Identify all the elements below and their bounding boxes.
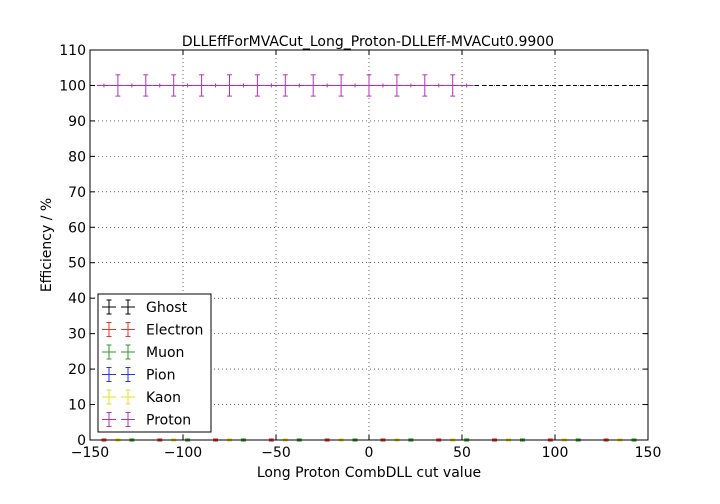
legend-label: Pion (146, 368, 175, 384)
x-tick-label: −50 (261, 445, 291, 461)
legend-item-muon: Muon (102, 344, 184, 361)
chart-title: DLLEffForMVACut_Long_Proton-DLLEff-MVACu… (182, 34, 554, 50)
proton-point (96, 83, 111, 88)
proton-point (306, 74, 321, 97)
x-tick-label: −100 (164, 445, 202, 461)
legend-label: Electron (146, 323, 203, 339)
y-tick-label: 10 (68, 398, 86, 414)
series-proton (96, 74, 474, 97)
proton-point (375, 83, 390, 88)
proton-point (292, 83, 307, 88)
proton-point (110, 74, 125, 97)
proton-point (348, 83, 363, 88)
y-tick-label: 50 (68, 256, 86, 272)
legend-item-ghost: Ghost (102, 299, 188, 316)
proton-point (445, 74, 460, 97)
proton-point (250, 74, 265, 97)
y-tick-label: 0 (77, 433, 86, 449)
y-tick-label: 60 (68, 220, 86, 236)
legend-item-pion: Pion (102, 367, 175, 384)
legend-item-electron: Electron (102, 322, 203, 339)
proton-point (194, 74, 209, 97)
proton-point (166, 74, 181, 97)
x-tick-label: 50 (453, 445, 471, 461)
y-tick-label: 100 (59, 78, 86, 94)
proton-point (138, 74, 153, 97)
y-axis-label: Efficiency / % (39, 198, 55, 292)
y-tick-label: 80 (68, 149, 86, 165)
x-axis-label: Long Proton CombDLL cut value (257, 465, 481, 481)
y-tick-label: 90 (68, 114, 86, 130)
proton-point (180, 83, 195, 88)
proton-point (222, 74, 237, 97)
y-tick-label: 70 (68, 185, 86, 201)
proton-point (431, 83, 446, 88)
proton-point (236, 83, 251, 88)
y-tick-label: 40 (68, 291, 86, 307)
proton-point (124, 83, 139, 88)
x-tick-label: −150 (71, 445, 109, 461)
proton-point (264, 83, 279, 88)
x-tick-label: 150 (635, 445, 662, 461)
proton-point (152, 83, 167, 88)
legend-label: Proton (146, 413, 191, 429)
legend-item-proton: Proton (102, 412, 191, 429)
legend: Ghost Electron Muon Pion Kaon Proton (97, 293, 212, 433)
proton-point (278, 74, 293, 97)
proton-point (320, 83, 335, 88)
proton-point (334, 74, 349, 97)
proton-point (208, 83, 223, 88)
proton-point (403, 83, 418, 88)
y-tick-label: 30 (68, 327, 86, 343)
legend-label: Ghost (146, 300, 188, 316)
legend-label: Kaon (146, 390, 181, 406)
proton-point (389, 74, 404, 97)
y-tick-label: 20 (68, 362, 86, 378)
proton-point (459, 83, 474, 88)
tick-layer: −150 −100 −50 0 50 100 150 0 10 20 30 40 50 60 70 80 90 1… (59, 43, 661, 461)
legend-box (97, 293, 212, 433)
proton-point (362, 74, 376, 97)
proton-point (417, 74, 432, 97)
legend-label: Muon (146, 345, 184, 361)
x-tick-label: 0 (365, 445, 374, 461)
legend-item-kaon: Kaon (102, 389, 181, 406)
x-tick-label: 100 (542, 445, 569, 461)
y-tick-label: 110 (59, 43, 86, 59)
